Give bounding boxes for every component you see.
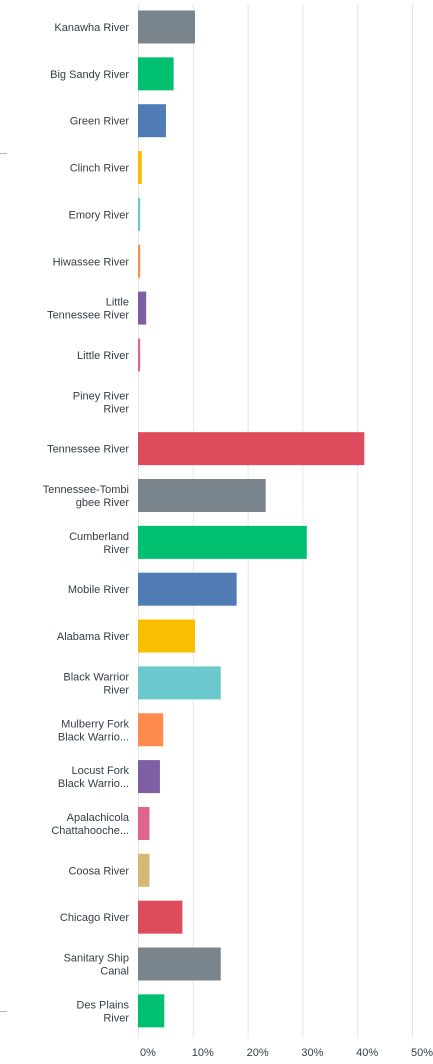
category-label: Big Sandy River [50,69,129,81]
bar[interactable] [138,432,365,466]
category-label: Alabama River [57,631,129,643]
x-tick-label: 20% [247,1047,269,1059]
bar[interactable] [138,244,141,278]
bar[interactable] [138,291,147,325]
bar[interactable] [138,525,307,559]
bar[interactable] [138,338,141,372]
category-label: Clinch River [70,163,130,175]
bar[interactable] [138,994,165,1028]
bar[interactable] [138,760,160,794]
x-tick-label: 40% [356,1047,378,1059]
category-label: Green River [70,116,130,128]
bar[interactable] [138,900,183,934]
category-label: Kanawha River [54,22,129,34]
bar[interactable] [138,713,164,747]
bar[interactable] [138,947,221,981]
category-label: Mulberry Fork Black Warrio... [58,718,130,743]
category-label: Locust Fork Black Warrio... [58,765,130,790]
side-marks [0,153,7,1012]
grid-lines [138,4,413,1038]
category-label: Apalachicola Chattahooche... [51,812,130,837]
category-label: Hiwassee River [53,256,130,268]
bar[interactable] [138,572,237,606]
bar[interactable] [138,197,141,231]
category-label: Chicago River [60,912,129,924]
category-label: Tennessee River [47,444,129,456]
bar[interactable] [138,151,142,185]
x-tick-label: 30% [301,1047,323,1059]
bar[interactable] [138,806,150,840]
category-label: Tennessee-Tombi gbee River [43,484,130,509]
bar[interactable] [138,10,195,44]
bars [138,10,365,1028]
x-axis-ticks: 0% 10% 20% 30% 40% 50% [140,1047,433,1059]
bar[interactable] [138,853,150,887]
x-tick-label: 0% [140,1047,156,1059]
category-label: Sanitary Ship Canal [64,953,129,978]
category-label: Piney River River [73,390,130,415]
category-label: Black Warrior River [63,671,129,696]
bar[interactable] [138,104,166,138]
category-label: Des Plains River [76,999,129,1024]
bar[interactable] [138,57,174,91]
bar[interactable] [138,619,195,653]
category-label: Cumberland River [69,531,129,556]
category-label: Little River [77,350,129,362]
bar[interactable] [138,666,221,700]
category-label: Mobile River [68,584,129,596]
x-tick-label: 50% [411,1047,433,1059]
category-label: Coosa River [68,865,129,877]
category-labels: Kanawha River Big Sandy River Green River C… [43,22,130,1024]
x-tick-label: 10% [192,1047,214,1059]
category-label: Little Tennessee River [47,297,129,322]
bar[interactable] [138,479,266,512]
category-label: Emory River [68,209,129,221]
